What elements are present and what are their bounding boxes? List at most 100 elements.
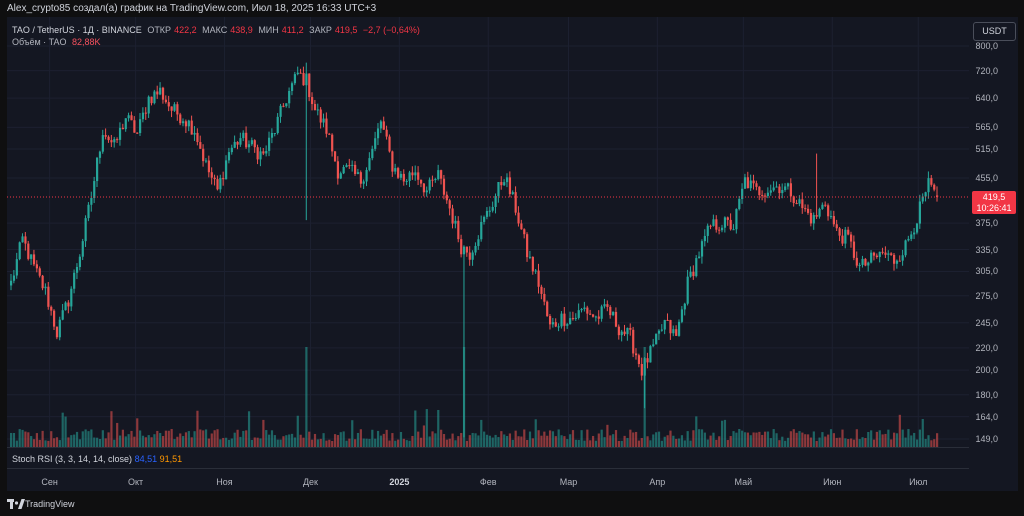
volume-bar	[901, 429, 904, 447]
candle-body	[422, 183, 426, 193]
volume-bar	[44, 440, 47, 447]
candle-body	[451, 208, 454, 224]
volume-bar	[190, 437, 193, 447]
volume-bar	[193, 431, 196, 447]
volume-bar	[844, 438, 847, 447]
volume-bar	[368, 438, 371, 447]
candle-body	[508, 177, 512, 195]
volume-bar	[720, 420, 724, 447]
volume-bar	[21, 429, 24, 447]
volume-bar	[53, 438, 56, 447]
volume-bar	[574, 439, 577, 447]
candle-body	[709, 225, 712, 227]
volume-bar	[113, 439, 116, 447]
candle-body	[540, 286, 543, 294]
volume-bar	[895, 433, 899, 447]
candle-body	[121, 127, 125, 130]
volume-bar	[864, 438, 867, 447]
currency-button[interactable]: USDT	[973, 22, 1016, 41]
open-value: 422,2	[174, 25, 197, 35]
volume-bar	[437, 409, 440, 447]
volume-bar	[634, 431, 638, 447]
price-tick: 515,0	[975, 143, 998, 154]
candle-body	[342, 166, 345, 174]
candle-body	[130, 115, 133, 121]
candle-body	[660, 329, 663, 331]
volume-bar	[603, 437, 606, 447]
stoch-rsi-pane[interactable]: Stoch RSI (3, 3, 14, 14, close) 84,51 91…	[7, 447, 969, 469]
candle-body	[394, 168, 397, 172]
candle-body	[219, 177, 222, 190]
volume-bar	[758, 431, 761, 447]
candle-body	[574, 317, 577, 319]
time-axis[interactable]: Сен Окт Ноя Дек 2025 Фев Мар Апр Май Июн Июл	[7, 468, 969, 492]
candle-body	[715, 219, 718, 230]
candle-body	[786, 183, 790, 187]
candle-body	[385, 129, 388, 137]
volume-bar	[64, 416, 67, 447]
candle-body	[901, 255, 904, 261]
candle-body	[683, 303, 686, 310]
candle-body	[505, 177, 509, 183]
candle-body	[184, 121, 188, 127]
volume-bar	[345, 440, 348, 447]
volume-bar	[657, 431, 661, 447]
volume-bar	[735, 432, 738, 447]
volume-legend[interactable]: Объём · TAO 82,88K	[12, 37, 104, 47]
volume-bar	[528, 431, 532, 447]
candle-body	[325, 118, 328, 134]
candle-body	[612, 311, 615, 316]
volume-bar	[136, 418, 139, 447]
volume-bar	[268, 434, 271, 447]
candle-body	[571, 318, 575, 320]
volume-bar	[210, 433, 213, 447]
last-price-tag: 419,5 10:26:41	[972, 191, 1016, 214]
volume-bar	[927, 435, 930, 447]
candle-body	[290, 83, 294, 91]
candle-body	[73, 272, 76, 289]
volume-bar	[184, 432, 188, 447]
volume-bar	[485, 434, 489, 447]
volume-bar	[640, 437, 643, 447]
candle-body	[609, 306, 612, 316]
candle-body	[460, 239, 463, 255]
candle-body	[500, 182, 503, 186]
volume-bar	[351, 420, 354, 447]
candles	[10, 62, 939, 438]
volume-bar	[365, 438, 368, 447]
volume-bar	[924, 438, 927, 447]
volume-bar	[847, 439, 850, 447]
candle-body	[669, 320, 672, 334]
volume-bar	[176, 436, 179, 447]
price-chart[interactable]	[7, 17, 969, 447]
volume-bar	[852, 439, 856, 447]
volume-bar	[795, 432, 798, 447]
candle-body	[772, 187, 775, 191]
price-axis[interactable]: 800,0 720,0 640,0 565,0 515,0 455,0 375,0 335,0…	[969, 17, 1018, 447]
volume-bar	[41, 430, 44, 447]
volume-bar	[761, 434, 764, 447]
candle-body	[67, 302, 70, 307]
volume-bar	[451, 433, 454, 447]
candle-body	[892, 254, 896, 264]
candle-body	[801, 199, 804, 209]
volume-bar	[594, 440, 598, 447]
chart-attribution: Alex_crypto85 создал(а) график на Tradin…	[7, 3, 377, 14]
volume-bar	[677, 438, 681, 447]
candle-body	[90, 197, 93, 205]
candle-body	[101, 135, 104, 152]
volume-bar	[245, 430, 248, 447]
volume-bar	[620, 440, 623, 447]
candle-body	[222, 177, 225, 180]
chart-frame	[7, 17, 1018, 491]
volume-bar	[308, 431, 311, 447]
candle-body	[655, 333, 658, 345]
candle-body	[196, 132, 199, 143]
symbol-legend[interactable]: TAO / TetherUS · 1Д · BINANCE ОТКР 422,2 …	[12, 25, 423, 35]
candle-body	[824, 204, 827, 206]
candle-body	[24, 236, 27, 244]
volume-bar	[818, 437, 821, 447]
candle-body	[333, 151, 337, 162]
candle-body	[735, 209, 738, 230]
candle-body	[511, 192, 514, 195]
